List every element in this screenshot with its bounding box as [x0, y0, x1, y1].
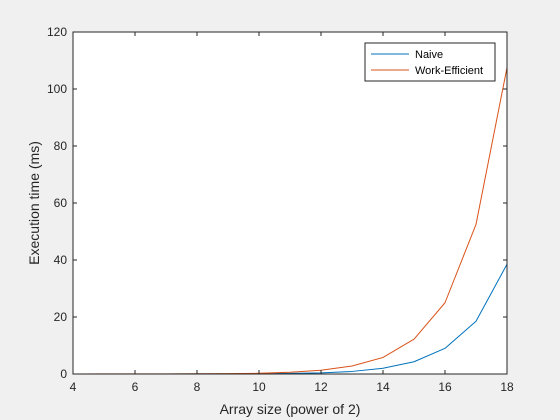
plot-area	[73, 32, 507, 374]
y-axis-label: Execution time (ms)	[26, 141, 42, 265]
x-tick-label: 4	[70, 380, 77, 394]
y-tick-label: 40	[54, 253, 68, 267]
y-tick-label: 100	[47, 82, 67, 96]
legend-items: Naive Work-Efficient	[371, 49, 483, 77]
x-tick-label: 12	[314, 380, 328, 394]
ticks-layer: 4 6 8 10 12 14 16 18 0 20 40 60 80 100 120	[47, 25, 514, 394]
legend: Naive Work-Efficient	[364, 42, 496, 82]
legend-label: Naive	[415, 49, 443, 61]
x-axis-label: Array size (power of 2)	[220, 401, 361, 417]
legend-label: Work-Efficient	[415, 65, 483, 77]
y-tick-label: 80	[54, 139, 68, 153]
x-tick-label: 14	[376, 380, 390, 394]
y-tick-label: 120	[47, 25, 67, 39]
x-tick-label: 18	[500, 380, 514, 394]
x-tick-label: 16	[438, 380, 452, 394]
y-tick-label: 60	[54, 196, 68, 210]
x-tick-label: 8	[194, 380, 201, 394]
legend-box	[364, 42, 496, 82]
y-tick-label: 0	[60, 367, 67, 381]
y-tick-label: 20	[54, 310, 68, 324]
x-tick-label: 10	[252, 380, 266, 394]
x-tick-label: 6	[132, 380, 139, 394]
